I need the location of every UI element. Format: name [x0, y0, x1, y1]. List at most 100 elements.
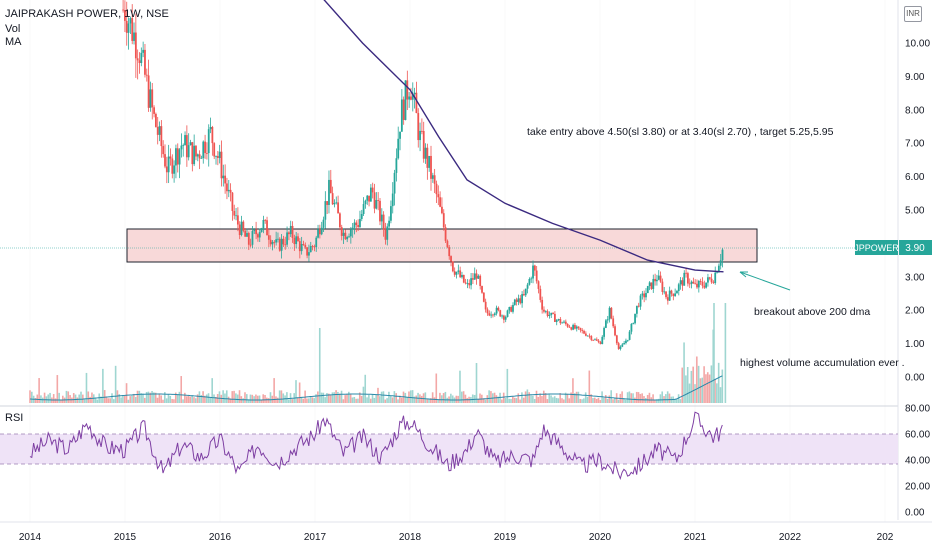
candle-body — [271, 241, 274, 245]
candle-body — [645, 293, 647, 298]
candle-body — [457, 270, 460, 272]
volume-bar — [353, 396, 356, 403]
candle-body — [246, 233, 248, 237]
volume-bar — [437, 399, 439, 403]
candle-body — [200, 158, 203, 159]
candle-body — [242, 221, 245, 231]
candle-body — [264, 219, 267, 221]
volume-bar — [80, 391, 82, 403]
volume-indicator-label[interactable]: Vol — [5, 23, 21, 35]
volume-bar — [431, 392, 434, 403]
candle-body — [532, 265, 534, 279]
candle-body — [490, 314, 493, 316]
volume-bar — [555, 397, 558, 403]
volume-bar — [608, 395, 611, 403]
volume-bar — [337, 391, 339, 403]
volume-bar — [120, 397, 122, 403]
candle-body — [719, 260, 722, 266]
volume-bar — [129, 396, 132, 403]
candle-body — [404, 80, 407, 120]
x-tick-label: 2020 — [589, 532, 612, 543]
currency-button[interactable]: INR — [904, 6, 922, 22]
ma-200-line — [323, 0, 724, 273]
volume-bar — [659, 394, 662, 403]
candle-body — [459, 270, 462, 278]
volume-bar — [362, 386, 365, 403]
ma-indicator-label[interactable]: MA — [5, 36, 22, 48]
volume-bar — [215, 396, 217, 403]
volume-bar — [220, 394, 223, 403]
candle-body — [339, 213, 341, 228]
volume-bar — [639, 393, 642, 403]
candle-body — [275, 239, 278, 243]
candle-body — [348, 236, 350, 238]
candle-body — [635, 305, 638, 314]
candle-body — [694, 283, 697, 285]
volume-bar — [488, 390, 490, 403]
candle-body — [211, 127, 214, 144]
volume-bar — [648, 392, 651, 403]
candle-body — [482, 292, 485, 302]
volume-bar — [395, 393, 398, 403]
volume-bar — [570, 392, 572, 403]
volume-bar — [497, 396, 500, 403]
volume-annotation: highest volume accumulation ever . — [740, 357, 905, 369]
candle-body — [550, 312, 553, 315]
candle-body — [439, 197, 442, 207]
volume-bar — [512, 396, 514, 403]
volume-bar — [455, 395, 458, 403]
candle-body — [486, 309, 489, 314]
candle-body — [193, 145, 196, 165]
volume-bar — [207, 393, 210, 403]
candle-body — [420, 130, 423, 132]
volume-bar — [54, 398, 57, 403]
candle-body — [273, 241, 276, 243]
volume-bar — [233, 390, 235, 403]
candle-body — [191, 142, 194, 165]
y-tick-label: 8.00 — [905, 105, 925, 116]
candle-body — [284, 244, 287, 246]
volume-bar — [193, 397, 195, 403]
volume-bar — [358, 392, 361, 403]
volume-bar — [282, 393, 285, 403]
volume-bar — [109, 398, 111, 403]
rsi-indicator-label[interactable]: RSI — [5, 412, 24, 424]
volume-bar — [47, 394, 50, 403]
candle-body — [384, 229, 387, 240]
volume-bar — [180, 376, 183, 403]
volume-bar — [708, 374, 711, 403]
volume-bar — [291, 399, 294, 403]
volume-bar — [267, 398, 270, 403]
volume-bar — [544, 393, 547, 403]
volume-bar — [256, 395, 259, 403]
volume-bar — [204, 395, 206, 403]
volume-bar — [151, 391, 153, 403]
volume-bar — [131, 395, 133, 403]
candle-body — [608, 307, 611, 320]
volume-bar — [564, 392, 567, 403]
volume-bar — [329, 394, 332, 403]
volume-bar — [346, 393, 348, 403]
volume-bar — [105, 397, 108, 403]
candle-body — [390, 206, 392, 221]
candle-body — [216, 155, 219, 159]
support-resistance-zone[interactable] — [126, 228, 758, 263]
candle-body — [140, 52, 143, 64]
volume-bar — [258, 395, 261, 403]
volume-bar — [575, 391, 578, 403]
volume-bar — [389, 396, 392, 403]
symbol-title[interactable]: JAIPRAKASH POWER, 1W, NSE — [5, 8, 169, 20]
volume-bar — [198, 391, 201, 403]
volume-bar — [450, 393, 452, 403]
candle-body — [574, 324, 576, 329]
candle-body — [147, 75, 150, 108]
candle-body — [581, 330, 584, 331]
candle-body — [158, 126, 161, 135]
candle-body — [512, 304, 514, 312]
candle-body — [612, 318, 615, 327]
volume-bar — [41, 397, 44, 403]
candle-body — [579, 327, 582, 331]
candle-body — [176, 148, 179, 165]
